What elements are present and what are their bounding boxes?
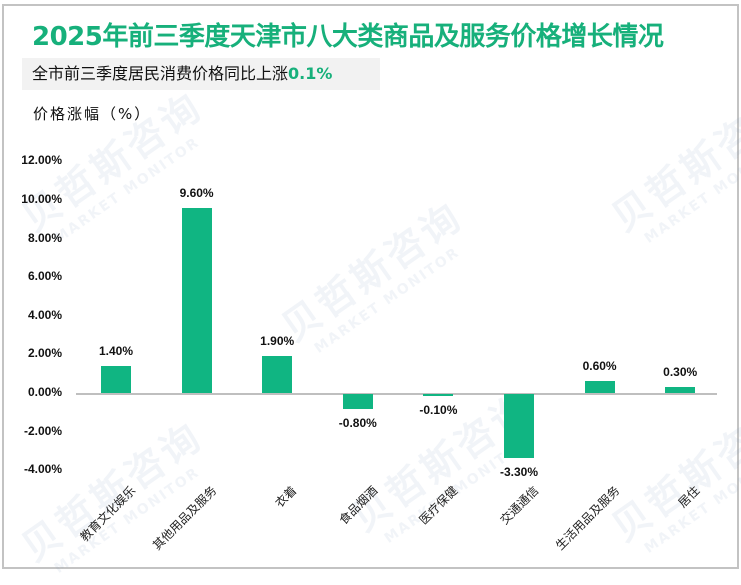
bar: [181, 207, 212, 393]
bar: [504, 394, 534, 458]
y-tick-label: 0.00%: [27, 385, 62, 399]
y-tick-label: -4.00%: [23, 462, 62, 477]
bar: [342, 394, 373, 410]
y-tick-label: 10.00%: [21, 192, 62, 206]
bar: [423, 394, 454, 396]
bar: [584, 381, 615, 393]
data-label: -0.10%: [419, 403, 458, 417]
y-tick-label: 12.00%: [21, 153, 62, 168]
chart-title: 2025年前三季度天津市八大类商品及服务价格增长情况: [32, 22, 664, 52]
y-tick-label: 4.00%: [27, 307, 62, 322]
y-tick-label: 2.00%: [27, 346, 62, 361]
data-label: 0.30%: [663, 365, 698, 380]
bar: [101, 365, 131, 393]
bar: [262, 356, 293, 393]
data-label: -0.80%: [338, 416, 377, 431]
chart-frame: [2, 4, 739, 569]
subtitle-value: 0.1%: [288, 64, 333, 83]
chart-subtitle: 全市前三季度居民消费价格同比上涨0.1%: [22, 58, 380, 90]
bar: [665, 387, 696, 393]
data-label: 1.40%: [98, 343, 134, 358]
data-label: 1.90%: [260, 334, 295, 349]
data-label: 0.60%: [582, 359, 617, 374]
data-label: -3.30%: [499, 464, 539, 479]
y-tick-label: -2.00%: [23, 423, 62, 438]
y-tick-label: 6.00%: [27, 269, 62, 284]
zero-axis-line: [76, 393, 717, 395]
y-tick-label: 8.00%: [27, 230, 62, 245]
data-label: 9.60%: [179, 185, 214, 200]
y-axis-unit-label: 价格涨幅（%）: [33, 105, 152, 123]
subtitle-text: 全市前三季度居民消费价格同比上涨: [32, 64, 289, 83]
